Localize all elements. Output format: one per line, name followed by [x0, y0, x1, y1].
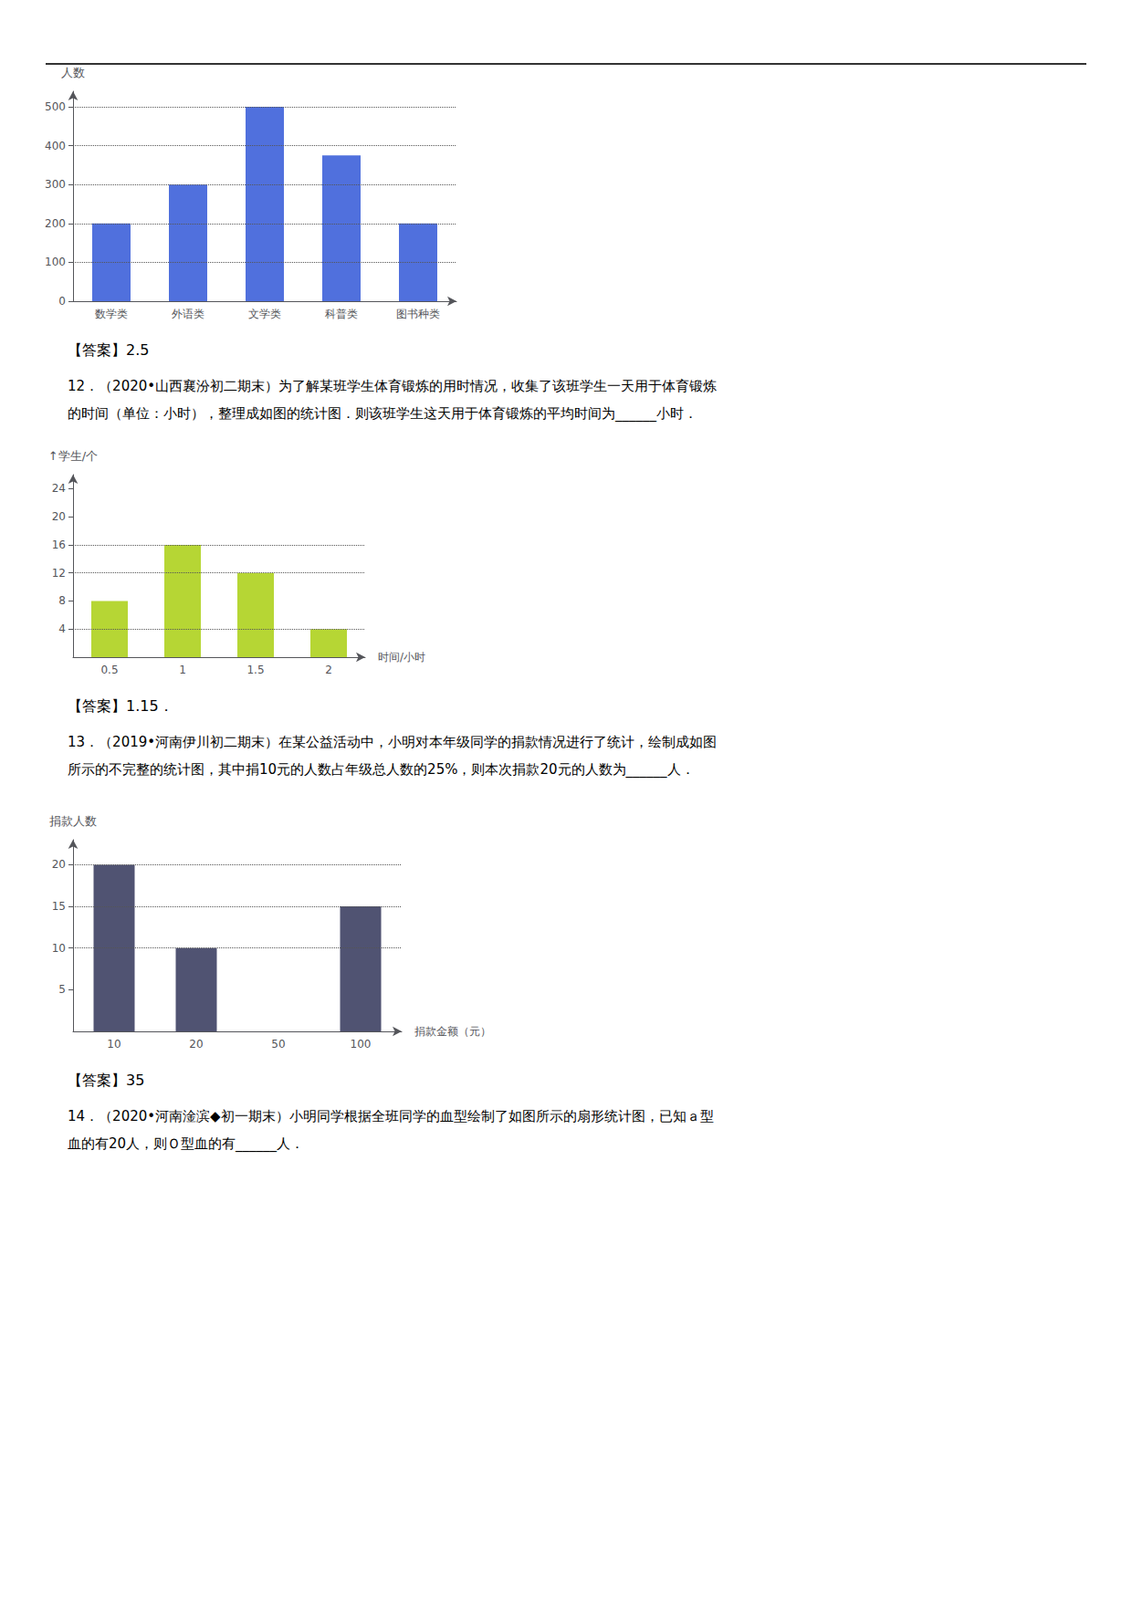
svg-text:5: 5	[58, 983, 66, 996]
svg-text:图书种类: 图书种类	[396, 307, 441, 321]
svg-text:【答案】1.15．: 【答案】1.15．	[67, 697, 174, 715]
svg-text:0.5: 0.5	[100, 663, 118, 677]
svg-text:【答案】35: 【答案】35	[67, 1071, 145, 1090]
svg-text:数学类: 数学类	[94, 307, 128, 321]
svg-text:科普类: 科普类	[324, 307, 358, 321]
svg-text:20: 20	[52, 858, 66, 871]
svg-text:20: 20	[188, 1037, 203, 1051]
svg-text:10: 10	[106, 1037, 121, 1051]
svg-text:的时间（单位：小时），整理成如图的统计图．则该班学生这天用于: 的时间（单位：小时），整理成如图的统计图．则该班学生这天用于体育锻炼的平均时间为…	[67, 405, 698, 423]
svg-text:文学类: 文学类	[248, 307, 282, 321]
svg-text:16: 16	[52, 538, 66, 552]
svg-text:15: 15	[52, 900, 66, 913]
svg-text:血的有20人，则Ｏ型血的有______人．: 血的有20人，则Ｏ型血的有______人．	[67, 1135, 304, 1153]
svg-text:时间/小时: 时间/小时	[377, 650, 426, 664]
svg-text:↑学生/个: ↑学生/个	[48, 449, 98, 463]
svg-text:13．（2019•河南伊川初二期末）在某公益活动中，小明对本: 13．（2019•河南伊川初二期末）在某公益活动中，小明对本年级同学的捐款情况进…	[67, 733, 717, 751]
svg-text:12．（2020•山西襄汾初二期末）为了解某班学生体育锻炼的: 12．（2020•山西襄汾初二期末）为了解某班学生体育锻炼的用时情况，收集了该班…	[67, 377, 717, 395]
svg-text:20: 20	[52, 510, 66, 524]
svg-text:【答案】2.5: 【答案】2.5	[67, 341, 149, 359]
svg-text:300: 300	[44, 178, 66, 191]
svg-text:0: 0	[58, 294, 66, 308]
svg-text:500: 500	[44, 100, 66, 114]
svg-text:50: 50	[271, 1037, 285, 1051]
svg-text:1: 1	[178, 663, 187, 677]
svg-text:14．（2020•河南淦滨◆初一期末）小明同学根据全班同学的: 14．（2020•河南淦滨◆初一期末）小明同学根据全班同学的血型绘制了如图所示的…	[67, 1108, 714, 1125]
svg-text:400: 400	[44, 139, 66, 153]
svg-text:100: 100	[44, 255, 66, 269]
svg-text:200: 200	[44, 217, 66, 231]
svg-text:8: 8	[58, 594, 66, 608]
svg-text:人数: 人数	[61, 65, 85, 80]
svg-text:捐款金额（元）: 捐款金额（元）	[414, 1025, 492, 1038]
svg-text:所示的不完整的统计图，其中捐10元的人数占年级总人数的25%: 所示的不完整的统计图，其中捐10元的人数占年级总人数的25%，则本次捐款20元的…	[67, 761, 695, 779]
svg-text:12: 12	[52, 566, 66, 580]
svg-text:2: 2	[324, 663, 333, 677]
svg-text:捐款人数: 捐款人数	[49, 814, 97, 829]
svg-text:10: 10	[52, 942, 66, 955]
svg-text:24: 24	[52, 482, 66, 495]
svg-text:100: 100	[350, 1037, 372, 1051]
svg-text:4: 4	[58, 622, 66, 636]
svg-text:外语类: 外语类	[171, 307, 205, 321]
svg-text:1.5: 1.5	[246, 663, 264, 677]
